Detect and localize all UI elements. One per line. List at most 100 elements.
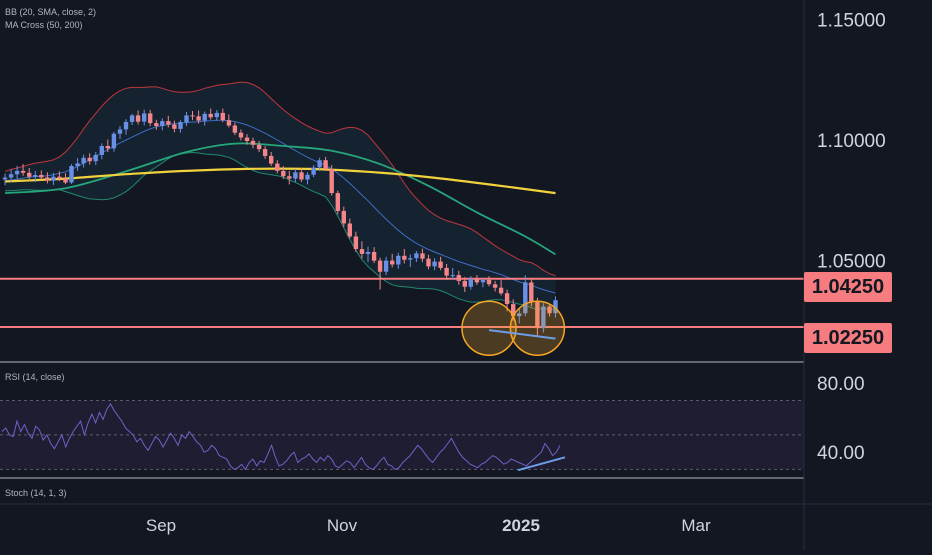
candle-body xyxy=(347,223,352,237)
candle xyxy=(492,280,498,292)
candle-body xyxy=(474,279,480,283)
candle-body xyxy=(450,275,455,277)
time-tick-label: Sep xyxy=(146,516,176,535)
candle-body xyxy=(299,172,304,180)
candle-body xyxy=(33,175,38,177)
candle xyxy=(20,164,26,176)
rsi-trend-line xyxy=(517,456,566,472)
candle-body xyxy=(311,167,316,175)
candle-body xyxy=(408,258,413,260)
candle xyxy=(383,256,389,276)
candle-body xyxy=(480,279,486,283)
candle-body xyxy=(178,122,183,129)
candle-body xyxy=(196,116,201,121)
candle-body xyxy=(99,146,104,155)
candle xyxy=(275,160,280,174)
bb-indicator-label[interactable]: BB (20, SMA, close, 2) xyxy=(5,7,97,17)
time-tick-label: Nov xyxy=(327,516,358,535)
candle-body xyxy=(371,252,377,261)
candle xyxy=(402,249,407,264)
candle xyxy=(486,276,492,287)
candle-body xyxy=(20,170,26,173)
ma-cross-indicator-label[interactable]: MA Cross (50, 200) xyxy=(5,20,83,30)
candle xyxy=(408,254,413,267)
candle xyxy=(87,153,92,165)
candle xyxy=(323,156,328,171)
candle-body xyxy=(468,279,473,287)
candle xyxy=(111,131,117,152)
candle xyxy=(45,172,50,184)
candle-body xyxy=(498,287,504,294)
candle xyxy=(123,119,129,135)
candle xyxy=(353,231,359,252)
candle xyxy=(154,119,159,130)
candle-body xyxy=(287,176,292,179)
candle xyxy=(93,152,98,166)
candle xyxy=(238,129,244,141)
candle-body xyxy=(105,146,110,149)
candle-body xyxy=(93,154,98,162)
candle-body xyxy=(45,177,50,181)
candle-body xyxy=(135,115,141,122)
bb-upper-line xyxy=(4,81,556,277)
candle xyxy=(365,246,371,263)
candle xyxy=(468,276,473,290)
candle-body xyxy=(420,253,425,259)
candle xyxy=(347,218,352,239)
candle-body xyxy=(214,112,219,118)
candle-body xyxy=(250,140,256,145)
candle xyxy=(359,241,365,259)
candle xyxy=(27,168,32,180)
candle-body xyxy=(523,282,528,314)
candle-body xyxy=(69,166,74,183)
candle-body xyxy=(184,115,189,123)
candle xyxy=(305,172,310,185)
candle-body xyxy=(293,172,298,179)
candle-body xyxy=(444,267,449,276)
candle xyxy=(75,158,80,171)
candle xyxy=(129,113,135,125)
candle xyxy=(184,112,189,126)
candle xyxy=(8,169,14,182)
candle-body xyxy=(63,178,68,183)
candle-body xyxy=(414,253,419,259)
candle-body xyxy=(208,113,213,118)
rsi-line-group xyxy=(1,402,566,472)
candle-body xyxy=(396,255,401,265)
price-level-tag-upper: 1.04250 xyxy=(804,272,892,302)
candles xyxy=(2,108,558,336)
time-axis: Sep Nov 2025 Mar xyxy=(146,516,711,535)
candle-body xyxy=(390,260,395,265)
candle-body xyxy=(323,160,328,169)
candle xyxy=(148,110,153,127)
candle-body xyxy=(541,306,546,329)
candle xyxy=(329,165,334,196)
candle-body xyxy=(14,170,20,175)
candle xyxy=(426,254,431,270)
candle xyxy=(172,120,177,133)
candle xyxy=(160,118,165,131)
candle-body xyxy=(511,304,516,317)
candle-body xyxy=(365,252,371,254)
candle xyxy=(220,108,225,123)
candle-body xyxy=(432,261,437,267)
candle-body xyxy=(486,279,492,285)
candle xyxy=(117,126,123,139)
stoch-indicator-label[interactable]: Stoch (14, 1, 3) xyxy=(5,488,67,498)
candle xyxy=(444,264,449,280)
candle xyxy=(269,152,274,166)
candle-body xyxy=(148,113,153,124)
candle xyxy=(450,267,455,280)
candle-body xyxy=(111,133,117,149)
rsi-indicator-label[interactable]: RSI (14, close) xyxy=(5,372,65,382)
candle-body xyxy=(456,275,461,281)
candle-body xyxy=(226,120,232,126)
candle xyxy=(262,146,268,159)
candle xyxy=(190,111,195,121)
candle-body xyxy=(383,260,389,272)
candle xyxy=(420,248,425,263)
candle-body xyxy=(402,255,407,260)
candle xyxy=(142,109,147,126)
